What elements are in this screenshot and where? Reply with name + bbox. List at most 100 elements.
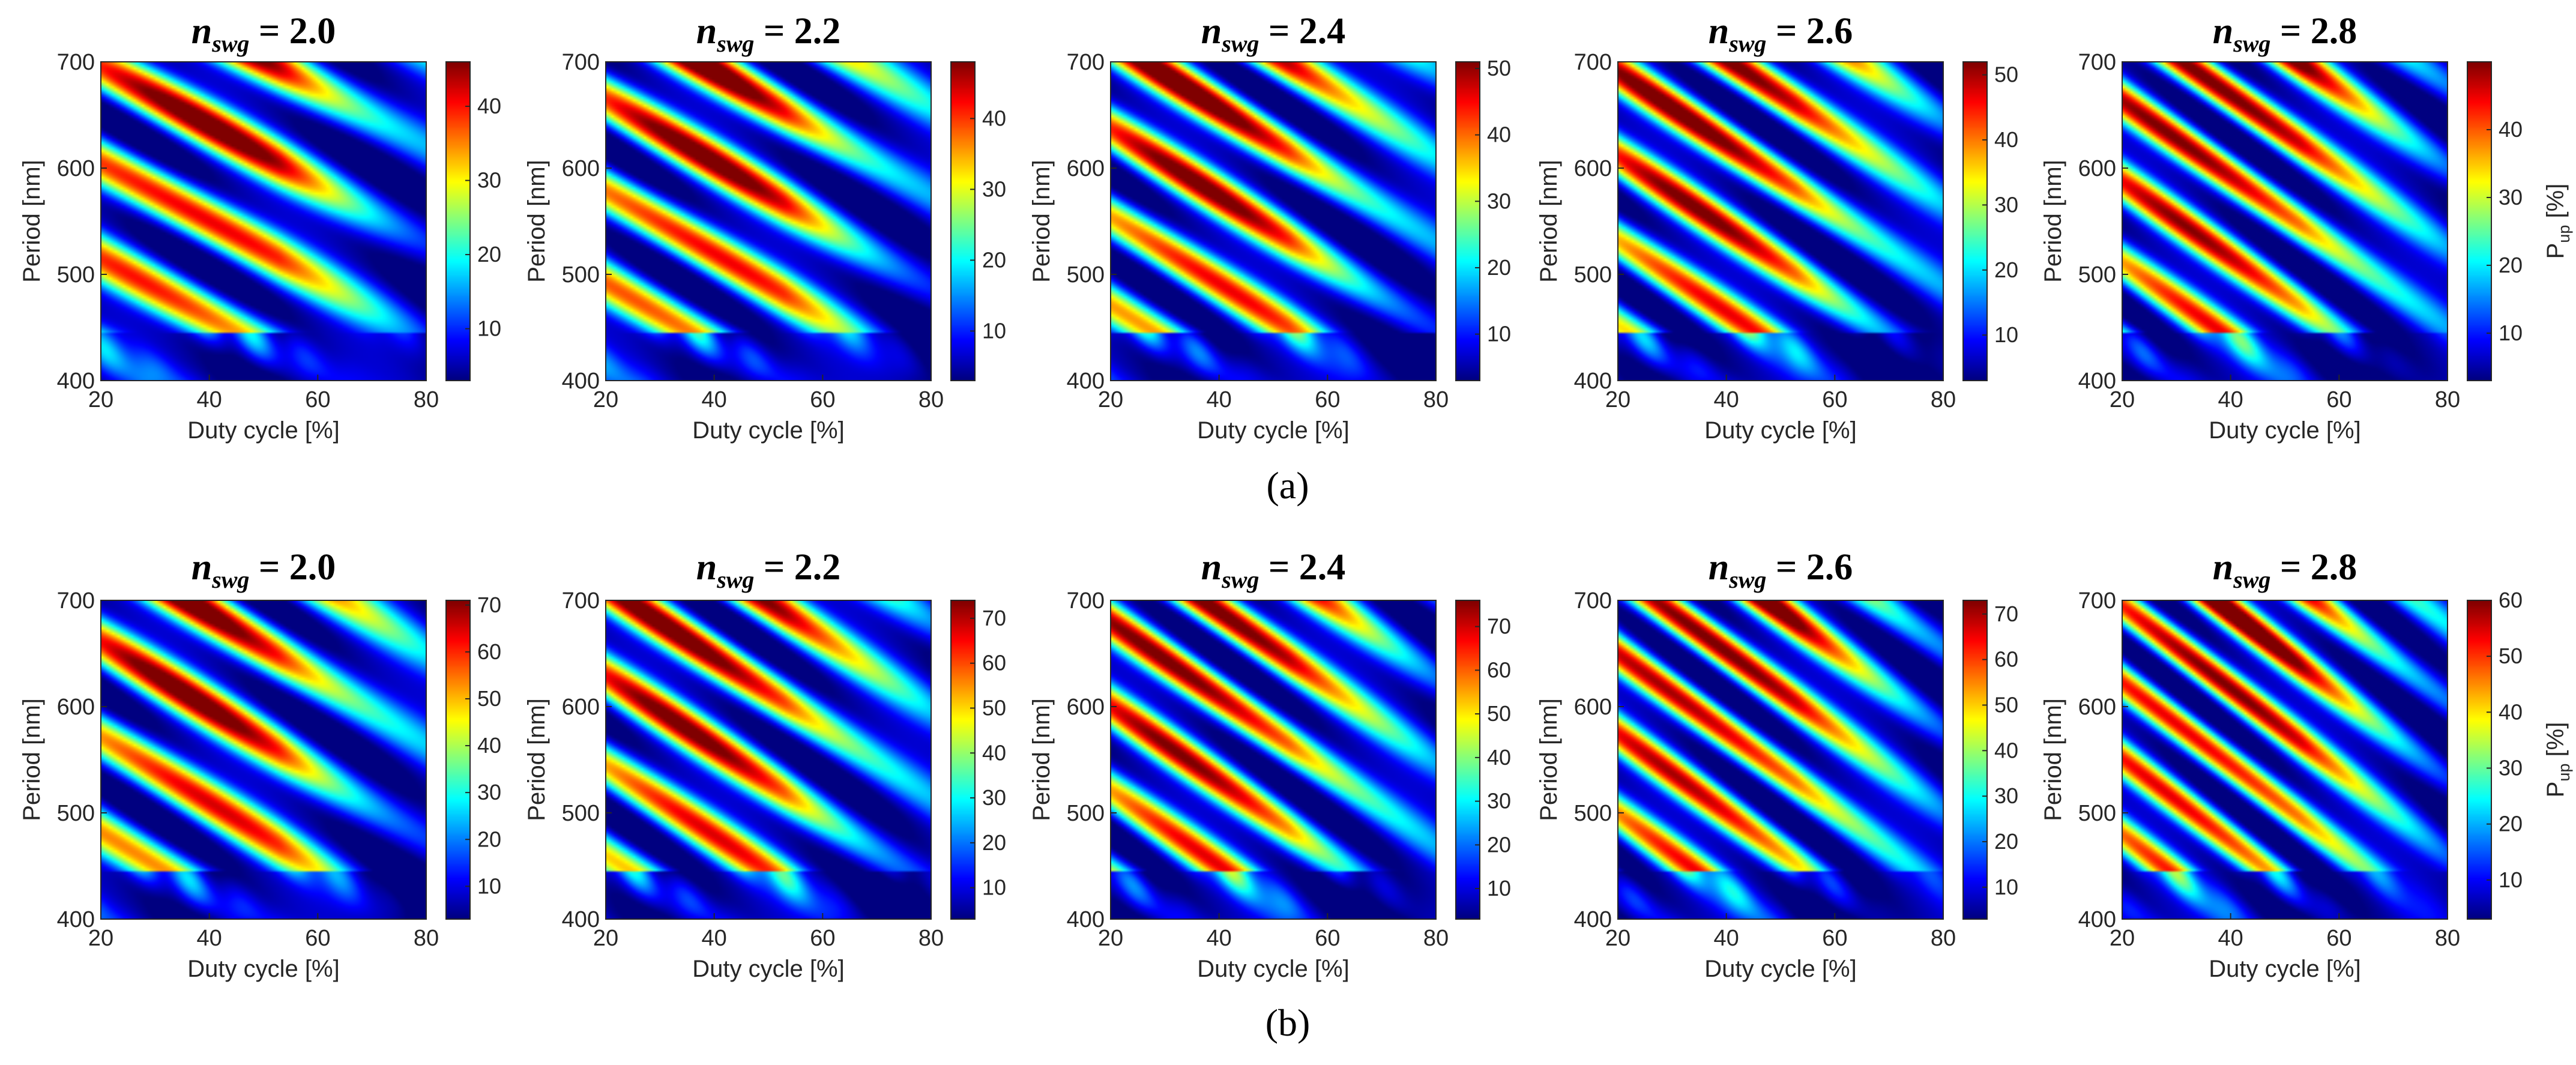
panel-title: nswg = 2.0 bbox=[192, 11, 336, 57]
row-label-0: (a) bbox=[1266, 464, 1309, 507]
y-tick-label: 400 bbox=[1067, 369, 1105, 394]
colorbar-frame bbox=[445, 61, 471, 381]
y-tick-label: 600 bbox=[2078, 156, 2116, 181]
title-symbol: n bbox=[192, 11, 212, 52]
colorbar-label-unit: [%] bbox=[2542, 184, 2569, 225]
title-subscript: swg bbox=[716, 566, 754, 593]
colorbar-tick-label: 40 bbox=[477, 94, 501, 118]
axes-frame bbox=[2122, 600, 2448, 920]
panel-0-4: nswg = 2.8 20 40 60 80 400 500 600 700 Duty cycle… bbox=[2040, 11, 2573, 444]
y-tick-label: 400 bbox=[1067, 907, 1105, 932]
y-tick-label: 700 bbox=[57, 588, 95, 614]
x-tick-label: 20 bbox=[593, 926, 618, 951]
panel-title: nswg = 2.2 bbox=[696, 547, 841, 593]
x-tick-label: 20 bbox=[1605, 387, 1630, 412]
colorbar-label-unit: [%] bbox=[2542, 722, 2569, 764]
panel-title: nswg = 2.4 bbox=[1201, 547, 1346, 593]
colorbar-tick-label: 30 bbox=[1487, 189, 1511, 213]
colorbar-tick-label: 10 bbox=[1994, 322, 2018, 347]
title-value: = 2.8 bbox=[2270, 547, 2357, 588]
heatmap-image bbox=[1111, 62, 1436, 381]
axes-frame bbox=[1617, 600, 1944, 920]
y-axis-label: Period [nm] bbox=[1536, 160, 1562, 283]
colorbar-tick-label: 50 bbox=[1994, 692, 2018, 717]
y-tick-label: 600 bbox=[562, 156, 600, 181]
y-tick-label: 700 bbox=[562, 588, 600, 614]
x-tick-label: 80 bbox=[1931, 387, 1956, 412]
y-axis-label: Period [nm] bbox=[1028, 698, 1055, 821]
panel-title: nswg = 2.4 bbox=[1201, 11, 1346, 57]
y-tick-label: 600 bbox=[1067, 156, 1105, 181]
colorbar-frame bbox=[1455, 600, 1480, 920]
y-axis-label: Period [nm] bbox=[523, 698, 550, 821]
title-value: = 2.0 bbox=[249, 547, 336, 588]
colorbar-tick-label: 70 bbox=[1487, 614, 1511, 639]
x-tick-label: 20 bbox=[88, 926, 113, 951]
panel-1-2: nswg = 2.4 20 40 60 80 400 500 600 700 Duty cycle… bbox=[1028, 547, 1511, 982]
y-tick-label: 600 bbox=[57, 695, 95, 720]
colorbar bbox=[1456, 62, 1480, 381]
title-subscript: swg bbox=[211, 30, 249, 57]
heatmap-image bbox=[1111, 600, 1436, 919]
colorbar-tick-label: 60 bbox=[477, 639, 501, 664]
title-value: = 2.2 bbox=[754, 11, 840, 52]
y-tick-label: 600 bbox=[2078, 695, 2116, 720]
colorbar-tick-label: 70 bbox=[477, 593, 501, 617]
colorbar-tick-label: 40 bbox=[982, 740, 1006, 765]
title-subscript: swg bbox=[716, 30, 754, 57]
title-value: = 2.4 bbox=[1259, 11, 1345, 52]
y-tick-label: 500 bbox=[1574, 801, 1612, 826]
title-subscript: swg bbox=[2233, 30, 2270, 57]
x-tick-label: 60 bbox=[810, 387, 835, 412]
axes-frame bbox=[1110, 61, 1437, 381]
colorbar bbox=[951, 62, 975, 381]
colorbar-label: Pup [%] bbox=[2542, 722, 2573, 798]
title-symbol: n bbox=[696, 11, 717, 52]
y-tick-label: 700 bbox=[2078, 588, 2116, 614]
colorbar-tick-label: 10 bbox=[477, 873, 501, 898]
colorbar-label: Pup [%] bbox=[2542, 184, 2573, 259]
colorbar-tick-label: 70 bbox=[982, 606, 1006, 630]
colorbar-tick-label: 60 bbox=[1487, 657, 1511, 682]
x-tick-label: 80 bbox=[1423, 387, 1449, 412]
colorbar bbox=[2467, 600, 2491, 919]
x-tick-label: 80 bbox=[1931, 926, 1956, 951]
colorbar-tick-label: 20 bbox=[2499, 253, 2523, 277]
title-symbol: n bbox=[1201, 547, 1222, 588]
y-tick-label: 400 bbox=[562, 907, 600, 932]
y-tick-label: 600 bbox=[1574, 695, 1612, 720]
panel-title: nswg = 2.0 bbox=[192, 547, 336, 593]
colorbar-tick-label: 40 bbox=[1487, 122, 1511, 147]
x-tick-label: 60 bbox=[810, 926, 835, 951]
x-tick-label: 80 bbox=[414, 387, 439, 412]
colorbar-tick-label: 40 bbox=[1487, 745, 1511, 770]
x-tick-label: 80 bbox=[918, 387, 944, 412]
x-tick-label: 40 bbox=[1714, 926, 1739, 951]
colorbar-tick-label: 40 bbox=[1994, 738, 2018, 762]
colorbar-tick-label: 10 bbox=[1994, 875, 2018, 899]
x-tick-label: 60 bbox=[1822, 387, 1847, 412]
heatmap-image bbox=[101, 600, 426, 919]
x-axis-label: Duty cycle [%] bbox=[2209, 956, 2360, 982]
x-tick-label: 20 bbox=[88, 387, 113, 412]
colorbar-tick-label: 50 bbox=[1487, 56, 1511, 80]
x-axis-label: Duty cycle [%] bbox=[1197, 417, 1349, 444]
colorbar-tick-label: 20 bbox=[1487, 832, 1511, 857]
colorbar-tick-label: 50 bbox=[1994, 62, 2018, 87]
colorbar-tick-label: 30 bbox=[982, 785, 1006, 810]
y-tick-label: 700 bbox=[2078, 50, 2116, 75]
colorbar-tick-label: 30 bbox=[2499, 755, 2523, 780]
panel-1-1: nswg = 2.2 20 40 60 80 400 500 600 700 Duty cycle… bbox=[523, 547, 1006, 982]
y-tick-label: 500 bbox=[562, 801, 600, 826]
y-tick-label: 500 bbox=[57, 262, 95, 288]
title-symbol: n bbox=[696, 547, 717, 588]
heatmap-image bbox=[2122, 600, 2448, 919]
title-subscript: swg bbox=[1728, 566, 1766, 593]
colorbar-frame bbox=[445, 600, 471, 920]
y-tick-label: 500 bbox=[1574, 262, 1612, 288]
x-tick-label: 40 bbox=[2218, 926, 2243, 951]
colorbar-tick-label: 20 bbox=[982, 247, 1006, 272]
title-symbol: n bbox=[2213, 547, 2233, 588]
colorbar-label-sub: up bbox=[2555, 225, 2573, 243]
axes-frame bbox=[2122, 61, 2448, 381]
